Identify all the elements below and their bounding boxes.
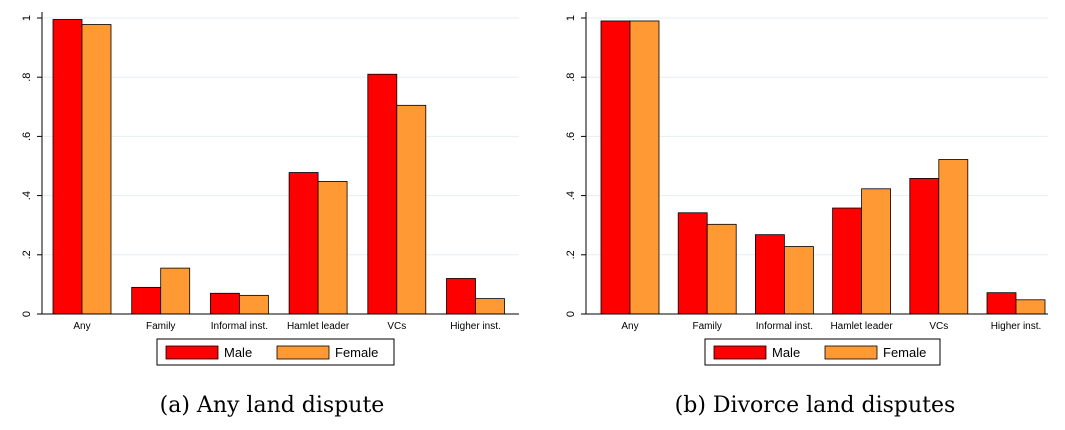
legend: Male Female bbox=[156, 338, 395, 366]
figure-caption: (a) Any land dispute bbox=[160, 393, 385, 418]
y-tick-label: 0 bbox=[565, 311, 577, 317]
legend-swatch-female bbox=[824, 345, 878, 360]
bar-male-informal-inst- bbox=[209, 292, 240, 315]
legend-label-male: Male bbox=[772, 345, 800, 360]
y-tick-label: 1 bbox=[565, 15, 577, 21]
y-tick-label: .4 bbox=[21, 191, 33, 200]
bar-male-higher-inst- bbox=[446, 278, 476, 315]
bar-male-family bbox=[677, 212, 708, 315]
y-tick-label: .8 bbox=[21, 73, 33, 82]
x-tick-label: Any bbox=[73, 321, 90, 332]
y-tick-label: .4 bbox=[565, 191, 577, 200]
x-tick-label: Hamlet leader bbox=[830, 321, 893, 332]
legend: Male Female bbox=[704, 338, 941, 366]
legend-swatch-female bbox=[276, 345, 330, 360]
x-tick-label: Informal inst. bbox=[756, 321, 813, 332]
bar-male-hamlet-leader bbox=[832, 207, 862, 315]
bar-male-any bbox=[600, 20, 631, 315]
bar-female-hamlet-leader bbox=[317, 180, 348, 315]
chart-panel-2: 0 .2 .4 .6 .8 1 Any Family Informal inst. Hamlet … bbox=[565, 12, 1048, 418]
x-tick-label: Family bbox=[692, 321, 721, 332]
bar-male-family bbox=[131, 286, 162, 315]
x-tick-label: Any bbox=[621, 321, 638, 332]
x-tick-label: Hamlet leader bbox=[287, 321, 350, 332]
bar-female-vcs bbox=[396, 104, 427, 315]
x-tick-label: Higher inst. bbox=[450, 321, 501, 332]
bar-male-informal-inst- bbox=[755, 234, 785, 315]
bar-female-any bbox=[81, 24, 112, 315]
bar-female-hamlet-leader bbox=[861, 188, 891, 315]
chart-panel-1: 0 .2 .4 .6 .8 1 Any Family Informal inst. Hamlet … bbox=[21, 12, 519, 418]
legend-label-female: Female bbox=[883, 345, 926, 360]
x-tick-label: VCs bbox=[387, 321, 406, 332]
x-tick-label: Higher inst. bbox=[991, 321, 1042, 332]
x-tick-label: Informal inst. bbox=[211, 321, 268, 332]
bar-male-higher-inst- bbox=[986, 292, 1017, 315]
bar-female-family bbox=[160, 267, 191, 315]
legend-swatch-male bbox=[713, 345, 767, 360]
bar-female-higher-inst- bbox=[475, 298, 505, 315]
y-tick-label: .2 bbox=[21, 250, 33, 259]
legend-label-female: Female bbox=[335, 345, 378, 360]
x-tick-label: Family bbox=[146, 321, 175, 332]
bar-female-informal-inst- bbox=[784, 246, 814, 315]
legend-label-male: Male bbox=[224, 345, 252, 360]
y-tick-label: .6 bbox=[21, 132, 33, 141]
bar-male-vcs bbox=[367, 73, 398, 315]
bar-male-any bbox=[52, 19, 83, 315]
legend-swatch-male bbox=[165, 345, 219, 360]
bar-female-vcs bbox=[938, 159, 969, 315]
bar-female-higher-inst- bbox=[1015, 299, 1046, 315]
y-tick-label: 1 bbox=[21, 15, 33, 21]
y-tick-label: .6 bbox=[565, 132, 577, 141]
bar-female-any bbox=[629, 20, 660, 315]
y-tick-label: .2 bbox=[565, 250, 577, 259]
y-tick-label: 0 bbox=[21, 311, 33, 317]
x-tick-label: VCs bbox=[929, 321, 948, 332]
y-tick-label: .8 bbox=[565, 73, 577, 82]
bar-female-family bbox=[706, 223, 737, 315]
bar-male-hamlet-leader bbox=[288, 172, 319, 315]
bar-male-vcs bbox=[909, 178, 940, 315]
bar-female-informal-inst- bbox=[238, 294, 269, 315]
figure-caption: (b) Divorce land disputes bbox=[675, 393, 956, 418]
